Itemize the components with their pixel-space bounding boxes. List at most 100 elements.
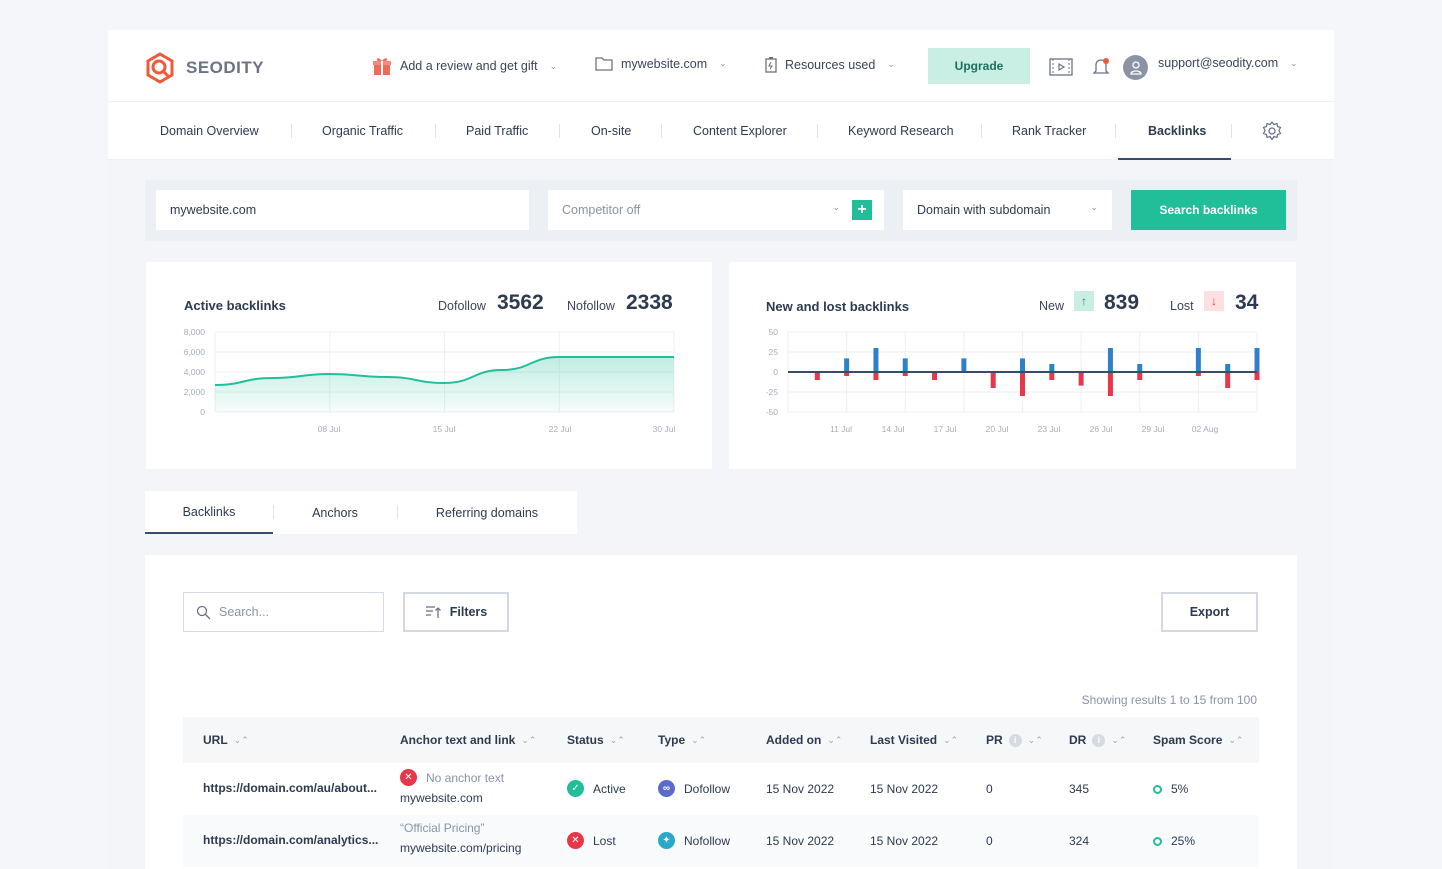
competitor-select[interactable]: Competitor off ⌄ + [548,190,884,230]
check-icon: ✓ [567,780,584,797]
column-label: URL [203,733,228,747]
table-row[interactable]: https://domain.com/analytics... “Officia… [183,815,1259,867]
lost-bar [1225,372,1231,388]
tab-rank-tracker[interactable]: Rank Tracker [1012,124,1087,138]
active-backlinks-chart: 8,000 6,000 4,000 2,000 0 08 Jul 15 Jul 22 Jul 3… [184,327,676,434]
folder-icon [595,57,613,71]
y-tick-label: -50 [766,407,779,417]
column-status[interactable]: Status ⌄⌃ [567,717,625,763]
account-menu[interactable]: support@seodity.com ⌄ [1158,56,1298,70]
tab-backlinks[interactable]: Backlinks [1148,124,1207,138]
dofollow-label: Dofollow [438,299,486,313]
active-backlinks-title: Active backlinks [184,298,286,313]
upgrade-button[interactable]: Upgrade [928,48,1030,84]
nav-divider [291,124,292,138]
x-tick-label: 11 Jul [830,424,852,434]
tab-backlinks-list[interactable]: Backlinks [145,491,273,534]
tab-organic-traffic[interactable]: Organic Traffic [322,124,404,138]
app-container: SEODITY Add a review and get gift ⌄ mywe… [108,30,1334,869]
new-bar [1254,348,1260,372]
x-tick-label: 22 Jul [549,424,572,434]
lost-bar [1078,372,1084,386]
pr-value: 0 [986,782,993,796]
info-icon[interactable]: i [1008,733,1022,747]
info-icon[interactable]: i [1092,733,1106,747]
column-label: DR [1069,733,1087,747]
competitor-value: Competitor off [562,203,641,217]
filters-button[interactable]: Filters [403,592,509,632]
tab-referring-domains[interactable]: Referring domains [435,505,539,520]
table-row[interactable]: https://domain.com/au/about... ✕ No anch… [183,763,1259,815]
anchor-cell: ✕ No anchor text mywebsite.com [400,769,504,805]
nofollow-value: 2338 [626,291,673,314]
x-tick-label: 29 Jul [1142,424,1165,434]
search-icon [196,605,211,619]
column-added-on[interactable]: Added on ⌄⌃ [766,717,842,763]
column-last-visited[interactable]: Last Visited ⌄⌃ [870,717,958,763]
row-url[interactable]: https://domain.com/au/about... [203,781,377,795]
new-bar [902,358,908,372]
account-email: support@seodity.com [1158,56,1279,70]
scope-select[interactable]: Domain with subdomain ⌄ [903,190,1112,230]
column-anchor[interactable]: Anchor text and link ⌄⌃ [400,717,536,763]
column-dr[interactable]: DR i ⌄⌃ [1069,717,1126,763]
domain-label: mywebsite.com [621,56,708,71]
new-bar [873,348,879,372]
x-tick-label: 14 Jul [882,424,905,434]
anchor-link[interactable]: mywebsite.com/pricing [400,841,522,855]
column-spam-score[interactable]: Spam Score ⌄⌃ [1153,717,1243,763]
tab-divider [397,505,398,519]
table-header: URL ⌄⌃ Anchor text and link ⌄⌃ Status ⌄⌃ Ty… [183,717,1259,763]
add-competitor-button[interactable]: + [852,200,872,220]
tab-content-explorer[interactable]: Content Explorer [693,124,787,138]
last-visited: 15 Nov 2022 [870,834,939,848]
results-summary: Showing results 1 to 15 from 100 [1081,693,1257,707]
status-text: Lost [593,833,616,848]
chevron-down-icon: ⌄ [719,58,727,68]
tab-anchors[interactable]: Anchors [312,505,358,520]
avatar[interactable] [1123,55,1148,80]
domain-selector[interactable]: mywebsite.com ⌄ [595,56,727,71]
column-label: PR [986,733,1003,747]
lost-bar [1107,372,1113,396]
tab-paid-traffic[interactable]: Paid Traffic [466,124,529,138]
export-button[interactable]: Export [1161,592,1258,632]
search-backlinks-button[interactable]: Search backlinks [1131,190,1286,230]
logo[interactable]: SEODITY [144,52,264,84]
column-label: Anchor text and link [400,733,516,747]
anchor-cell: “Official Pricing” mywebsite.com/pricing [400,821,521,855]
column-label: Last Visited [870,733,938,747]
tab-domain-overview[interactable]: Domain Overview [160,124,259,138]
resources-menu[interactable]: Resources used ⌄ [765,56,895,73]
new-lost-title: New and lost backlinks [766,299,910,314]
new-lost-chart: 50 25 0 -25 -50 11 Jul 14 Jul 17 Jul 20 Jul 23 Ju… [766,327,1260,434]
nav-divider [1115,124,1116,138]
anchor-link[interactable]: mywebsite.com [400,791,483,805]
status-cell: ✕ Lost [567,832,616,849]
row-url[interactable]: https://domain.com/analytics... [203,833,379,847]
sort-icon: ⌄⌃ [1111,734,1127,745]
spam-cell: 5% [1153,782,1188,796]
backlinks-table-card: Search... Filters Export Showing results… [145,555,1297,869]
column-type[interactable]: Type ⌄⌃ [658,717,706,763]
column-pr[interactable]: PR i ⌄⌃ [986,717,1043,763]
tab-on-site[interactable]: On-site [591,124,632,138]
gift-label: Add a review and get gift [400,59,538,73]
y-tick-label: -25 [766,387,779,397]
domain-input[interactable]: mywebsite.com [156,190,529,230]
y-tick-label: 2,000 [184,387,206,397]
x-tick-label: 20 Jul [986,424,1009,434]
new-label: New [1039,299,1065,313]
video-tutorial-icon[interactable] [1049,58,1073,76]
bell-icon[interactable] [1092,57,1110,77]
gift-menu[interactable]: Add a review and get gift ⌄ [372,56,557,76]
tab-keyword-research[interactable]: Keyword Research [848,124,954,138]
new-lost-backlinks-card: New and lost backlinks New ↑ 839 Lost ↓ … [729,262,1296,469]
new-bar [1107,348,1113,372]
last-visited: 15 Nov 2022 [870,782,939,796]
search-input[interactable]: Search... [183,592,384,632]
dr-value: 324 [1069,834,1090,848]
column-url[interactable]: URL ⌄⌃ [203,717,249,763]
gear-icon[interactable] [1262,121,1282,141]
chevron-down-icon: ⌄ [1290,57,1298,68]
